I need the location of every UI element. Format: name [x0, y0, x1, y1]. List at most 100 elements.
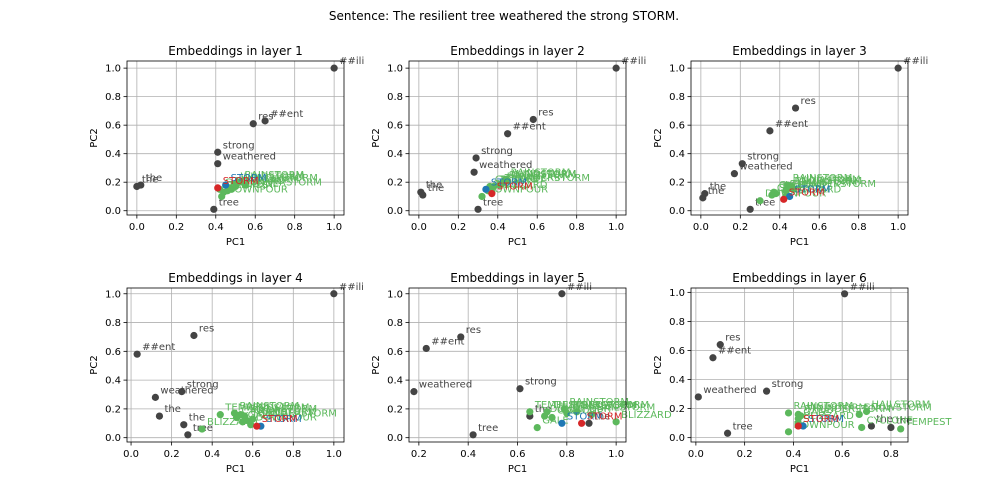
- point-label: CYCLONE: [557, 406, 603, 417]
- data-point: [474, 205, 482, 213]
- data-point: [457, 333, 465, 341]
- y-axis-label: PC2: [371, 128, 382, 147]
- x-axis-label: PC1: [508, 464, 527, 475]
- y-tick-label: 1.0: [669, 288, 685, 299]
- x-axis-label: PC1: [790, 237, 809, 248]
- x-tick-label: 0.0: [129, 222, 145, 233]
- point-label: GALE: [248, 410, 274, 421]
- point-label: STORM: [789, 187, 825, 198]
- y-tick-label: 0.0: [105, 433, 121, 444]
- x-tick-label: 0.8: [287, 222, 303, 233]
- y-tick-label: 0.6: [387, 121, 403, 132]
- data-point: [516, 385, 524, 393]
- point-label: TEMPEST: [905, 417, 953, 428]
- figure-suptitle: Sentence: The resilient tree weathered t…: [329, 9, 679, 23]
- point-label: BLIZZARD: [497, 180, 548, 191]
- y-tick-label: 0.8: [387, 318, 403, 329]
- point-label: THUNDERSTORM: [236, 177, 322, 188]
- data-point: [858, 423, 866, 432]
- point-label: the: [876, 414, 892, 425]
- data-point: [210, 205, 218, 213]
- point-label: CYCLONE: [233, 179, 279, 190]
- data-point: [730, 170, 739, 178]
- point-label: tree: [483, 197, 503, 208]
- y-tick-label: 0.0: [105, 206, 121, 217]
- point-label: DOWNPOUR: [794, 420, 855, 431]
- point-label: tree: [478, 423, 498, 434]
- data-point: [784, 428, 793, 436]
- data-point: [496, 181, 504, 189]
- plot-frame: [126, 287, 345, 443]
- data-point: [862, 407, 871, 416]
- point-label: the: [146, 173, 162, 184]
- data-point: [529, 115, 537, 124]
- point-label: res: [258, 112, 273, 123]
- data-point: [766, 127, 774, 135]
- point-label: the: [142, 174, 158, 185]
- point-label: the: [426, 180, 442, 191]
- point-label: strong: [187, 380, 219, 391]
- point-label: the: [189, 413, 205, 424]
- data-point: [151, 393, 159, 401]
- point-label: res: [199, 323, 214, 334]
- point-label: THUNDERSTORM: [251, 408, 337, 419]
- subplot-title: Embeddings in layer 6: [732, 271, 866, 285]
- y-tick-label: 0.2: [387, 178, 403, 189]
- data-point: [198, 425, 206, 433]
- point-label: TEMPEST: [228, 180, 276, 191]
- point-label: TEMPEST: [224, 403, 272, 414]
- point-label: CYCLONE: [779, 180, 825, 191]
- x-tick-label: 0.4: [460, 449, 476, 460]
- y-tick-label: 0.6: [387, 347, 403, 358]
- subplot-grid: 0.0 0.2 0.4 0.6 0.8 1.0 0.0 0.2 0.4 0.6 0.8 1.0 ##il…: [89, 44, 952, 475]
- subplot-1: 0.0 0.2 0.4 0.6 0.8 1.0 0.0 0.2 0.4 0.6 0.8 1.0 ##il…: [89, 44, 364, 248]
- point-label: STORM: [231, 173, 267, 184]
- point-label: DOWNPOUR: [256, 413, 317, 424]
- point-label: RAINSTORM: [569, 397, 629, 408]
- point-label: weathered: [479, 160, 532, 171]
- data-point: [247, 421, 255, 429]
- y-tick-label: 0.2: [105, 404, 121, 415]
- point-label: ##ili: [567, 282, 592, 293]
- data-point: [746, 205, 754, 213]
- data-point: [786, 192, 794, 201]
- x-tick-label: 0.0: [123, 449, 139, 460]
- point-label: ##ent: [775, 119, 808, 130]
- point-label: WINDSTORM: [797, 174, 861, 185]
- x-tick-label: 0.2: [411, 449, 427, 460]
- point-label: DOWNPOUR: [550, 404, 611, 415]
- point-label: STORM: [262, 414, 298, 425]
- data-point: [214, 148, 222, 156]
- data-point: [133, 350, 141, 358]
- point-label: STORM: [795, 184, 831, 195]
- data-point: [578, 419, 586, 427]
- point-label: strong: [772, 379, 804, 390]
- y-tick-label: 0.6: [105, 347, 121, 358]
- data-point: [222, 181, 230, 189]
- point-label: ##ent: [270, 109, 303, 120]
- plot-frame: [690, 287, 909, 443]
- point-label: res: [725, 333, 740, 344]
- x-tick-label: 1.0: [608, 449, 624, 460]
- x-tick-label: 0.4: [785, 449, 801, 460]
- y-tick-label: 0.0: [669, 206, 685, 217]
- data-point: [738, 160, 746, 168]
- y-tick-label: 0.2: [387, 404, 403, 415]
- point-label: HAILSTORM: [799, 177, 858, 188]
- data-point: [723, 429, 732, 437]
- plot-area: [409, 61, 626, 215]
- subplot-title: Embeddings in layer 5: [450, 271, 584, 285]
- y-tick-label: 0.0: [387, 206, 403, 217]
- data-point: [541, 412, 549, 420]
- point-label: STORM: [567, 411, 603, 422]
- y-tick-label: 0.4: [387, 376, 403, 387]
- y-tick-label: 0.4: [669, 149, 685, 160]
- data-point: [214, 184, 222, 192]
- point-label: DOWNPOUR: [227, 184, 288, 195]
- point-label: SNOWSTORM: [795, 176, 863, 187]
- point-label: tree: [219, 197, 239, 208]
- x-tick-label: 0.6: [811, 222, 827, 233]
- y-tick-label: 0.4: [105, 149, 121, 160]
- point-label: THUNDERSTORM: [805, 404, 891, 415]
